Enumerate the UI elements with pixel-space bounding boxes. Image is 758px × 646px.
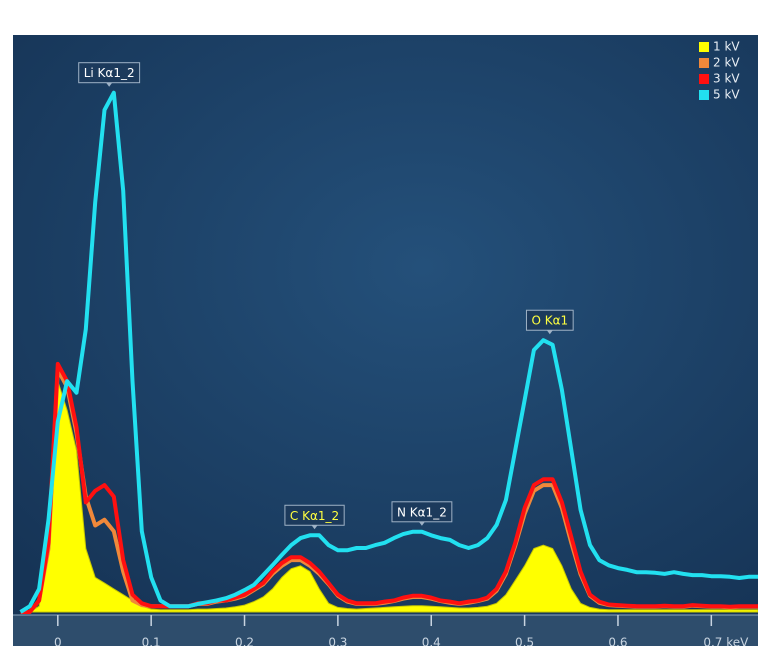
plot-area — [13, 35, 758, 615]
x-tick-label: 0 — [54, 636, 62, 646]
x-tick-label: 0.7 keV — [703, 636, 749, 646]
annotation: N Kα1_2 — [391, 501, 453, 526]
x-tick-label: 0.4 — [422, 636, 441, 646]
x-tick-label: 0.5 — [515, 636, 534, 646]
legend-swatch — [699, 74, 709, 84]
annotation-pointer — [106, 82, 113, 87]
series-line — [20, 361, 758, 614]
x-tick-label: 0.1 — [142, 636, 161, 646]
annotation-text: C Kα1_2 — [290, 509, 339, 523]
x-tick-label: 0.3 — [328, 636, 347, 646]
legend-swatch — [699, 58, 709, 68]
x-axis-strip — [13, 615, 758, 646]
annotation-text: N Kα1_2 — [397, 505, 447, 519]
annotation: O Kα1 — [525, 309, 574, 335]
legend-label: 5 kV — [713, 88, 740, 102]
legend-swatch — [699, 90, 709, 100]
annotation-pointer — [418, 521, 425, 526]
legend-swatch — [699, 42, 709, 52]
plot — [19, 90, 758, 614]
x-tick-label: 0.6 — [608, 636, 627, 646]
annotation: C Kα1_2 — [284, 504, 345, 530]
annotation-pointer — [546, 330, 553, 335]
annotation-pointer — [311, 525, 318, 530]
annotation: Li Kα1_2 — [78, 62, 141, 87]
legend-label: 1 kV — [713, 40, 740, 54]
overlay: 0 0.1 0.2 0.3 0.4 0.5 0.6 0.7 keV Li Kα1_2 C Kα1_… — [54, 40, 749, 646]
annotation-text: Li Kα1_2 — [84, 66, 135, 80]
legend-label: 2 kV — [713, 56, 740, 70]
legend-label: 3 kV — [713, 72, 740, 86]
series-line — [19, 90, 758, 614]
annotation-text: O Kα1 — [531, 314, 568, 328]
x-tick-label: 0.2 — [235, 636, 254, 646]
